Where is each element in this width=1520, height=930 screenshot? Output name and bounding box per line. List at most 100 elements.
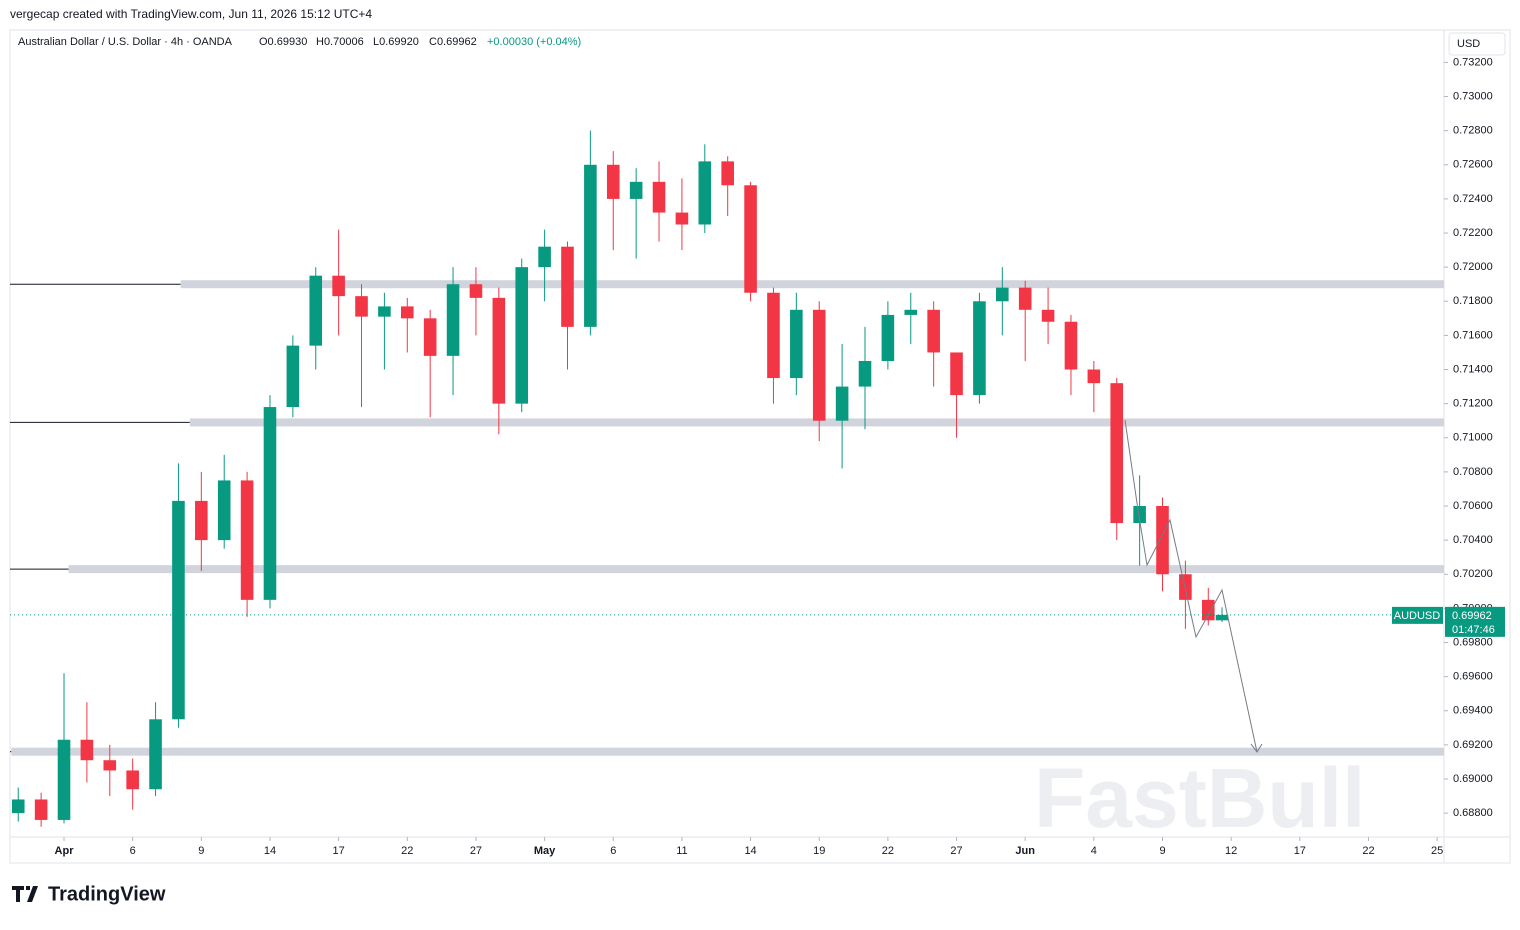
ohlc-low: L0.69920 (373, 36, 419, 48)
candle-body (172, 500, 185, 720)
ohlc-open: O0.69930 (259, 36, 307, 48)
last-price: 0.69962 (1452, 610, 1492, 622)
ohlc-close: C0.69962 (429, 36, 477, 48)
ticker: AUDUSD (1394, 610, 1441, 622)
y-tick-label: 0.69000 (1453, 773, 1493, 785)
candle-body (561, 246, 574, 327)
x-tick-label: 9 (198, 845, 204, 857)
x-tick-label: Apr (55, 845, 75, 857)
x-tick-label: 14 (264, 845, 276, 857)
candle-body (446, 284, 460, 356)
candle-body (790, 309, 803, 379)
brand-logo (12, 886, 38, 902)
y-tick-label: 0.72800 (1453, 125, 1493, 137)
candle-body (332, 275, 345, 297)
candle-body (80, 739, 94, 761)
x-tick-label: 25 (1431, 845, 1443, 857)
currency[interactable]: USD (1457, 38, 1480, 50)
y-tick-label: 0.71200 (1453, 398, 1493, 410)
candle-body (400, 306, 414, 319)
candle-body (629, 181, 643, 199)
candle-body (515, 267, 529, 404)
candle-body (698, 161, 712, 225)
y-tick-label: 0.70600 (1453, 500, 1493, 512)
candle-body (378, 306, 391, 317)
x-tick-label: 9 (1159, 845, 1165, 857)
y-tick-label: 0.71800 (1453, 295, 1493, 307)
y-tick-label: 0.71000 (1453, 432, 1493, 444)
y-tick-label: 0.73000 (1453, 90, 1493, 102)
candle-body (881, 314, 895, 361)
candle-body (927, 309, 940, 353)
candle-body (812, 309, 826, 421)
level-band (189, 418, 1444, 427)
candle-body (195, 500, 208, 541)
candle-body (584, 164, 597, 327)
candle-body (1018, 287, 1032, 310)
x-tick-label: Jun (1015, 845, 1035, 857)
candle-body (103, 760, 117, 771)
candle-body (1064, 321, 1078, 370)
frame (9, 29, 1511, 864)
candle-body (469, 284, 483, 298)
candle-body (286, 345, 300, 408)
candle-body (973, 301, 986, 396)
candle-body (492, 297, 506, 404)
credit: vergecap created with TradingView.com, J… (10, 7, 372, 21)
candle-body (217, 480, 231, 541)
candle-body (538, 246, 551, 268)
x-tick-label: 6 (610, 845, 616, 857)
x-tick-label: 27 (470, 845, 482, 857)
candle-body (675, 212, 689, 225)
y-tick-label: 0.70200 (1453, 568, 1493, 580)
level-band (68, 565, 1444, 574)
candle-body (744, 185, 757, 293)
y-tick-label: 0.68800 (1453, 807, 1493, 819)
candle-body (11, 799, 25, 814)
candle-body (858, 360, 872, 387)
candle-body (721, 161, 734, 186)
y-tick-label: 0.70800 (1453, 466, 1493, 478)
candle-body (1110, 383, 1124, 524)
x-tick-label: 12 (1225, 845, 1237, 857)
x-tick-label: 4 (1091, 845, 1097, 857)
y-tick-label: 0.72000 (1453, 261, 1493, 273)
candle-body (652, 181, 666, 213)
candle-body (1201, 599, 1215, 621)
candle-body (1087, 369, 1101, 384)
y-tick-label: 0.69800 (1453, 636, 1493, 648)
candle-body (240, 480, 254, 600)
y-tick-label: 0.72400 (1453, 193, 1493, 205)
y-tick-label: 0.72600 (1453, 159, 1493, 171)
y-tick-label: 0.71400 (1453, 363, 1493, 375)
candle-body (1133, 506, 1146, 524)
y-tick-label: 0.69200 (1453, 739, 1493, 751)
y-tick-label: 0.70400 (1453, 534, 1493, 546)
candle-body (126, 770, 139, 790)
candle-body (57, 739, 71, 820)
watermark: FastBull (1034, 751, 1365, 845)
change: +0.00030 (+0.04%) (487, 36, 581, 48)
candle-body (904, 309, 918, 315)
candle-body (355, 296, 368, 317)
ohlc-high: H0.70006 (316, 36, 364, 48)
level-band (11, 747, 1444, 756)
x-tick-label: 6 (130, 845, 136, 857)
x-tick-label: 27 (950, 845, 962, 857)
y-tick-label: 0.69600 (1453, 671, 1493, 683)
countdown: 01:47:46 (1452, 624, 1495, 636)
candle-body (309, 275, 323, 346)
projection-arrowhead (1250, 743, 1263, 753)
currency-button[interactable] (1448, 32, 1506, 56)
y-tick-label: 0.71600 (1453, 329, 1493, 341)
candle-body (34, 799, 48, 820)
candle-body (767, 292, 780, 379)
candle-body (1215, 614, 1229, 621)
x-tick-label: 19 (813, 845, 825, 857)
level-band (180, 280, 1444, 289)
candle-body (606, 164, 620, 199)
x-tick-label: May (534, 845, 556, 857)
projection-path (1124, 419, 1258, 753)
candle-body (1156, 506, 1169, 575)
